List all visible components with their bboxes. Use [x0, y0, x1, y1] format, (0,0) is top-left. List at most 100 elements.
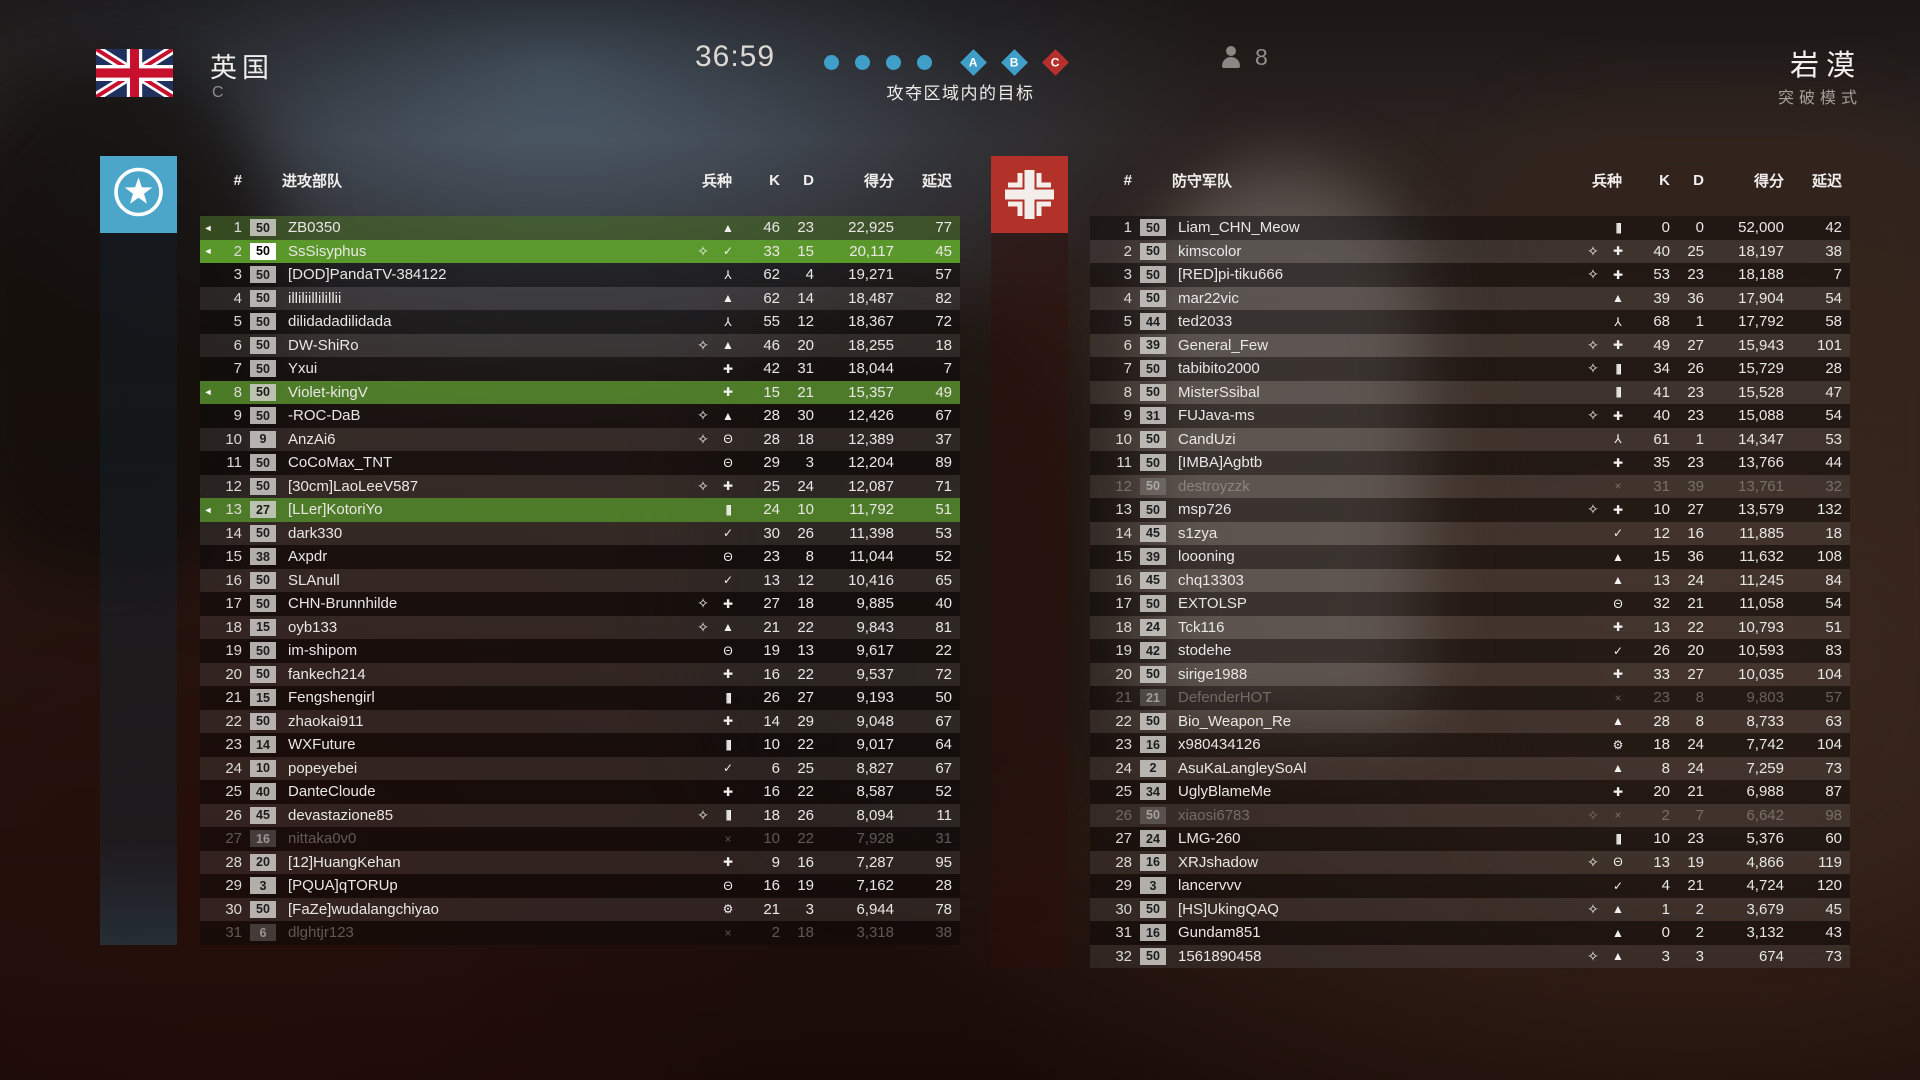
kills-value: 40 — [1653, 242, 1670, 260]
scoreboard-row[interactable]: 7 50 tabibito2000 ✧ ||| 34 26 15,729 28 — [1090, 357, 1850, 381]
scoreboard-row[interactable]: 12 50 destroyzzk × 31 39 13,761 32 — [1090, 474, 1850, 498]
score-column-header: 得分 — [1753, 172, 1784, 190]
uk-flag-icon — [96, 49, 173, 97]
scoreboard-row[interactable]: 21 15 Fengshengirl ||| 26 27 9,193 50 — [200, 686, 960, 710]
scoreboard-row[interactable]: 4 50 illiliillilillii ▲ 62 14 18,487 82 — [200, 286, 960, 310]
squad-leader-icon: ✧ — [1587, 336, 1599, 353]
scoreboard-row[interactable]: 30 50 [HS]UkingQAQ ✧ ▲ 1 2 3,679 45 — [1090, 897, 1850, 921]
scoreboard-row[interactable]: 11 50 [IMBA]Agbtb ✚ 35 23 13,766 44 — [1090, 451, 1850, 475]
scoreboard-row[interactable]: 15 38 Axpdr Θ 23 8 11,044 52 — [200, 545, 960, 569]
scoreboard-row[interactable]: 6 39 General_Few ✧ ✚ 49 27 15,943 101 — [1090, 333, 1850, 357]
ping-value: 120 — [1816, 877, 1842, 895]
scoreboard-row[interactable]: 16 50 SLAnull ✓ 13 12 10,416 65 — [200, 568, 960, 592]
scoreboard-row[interactable]: 22 50 Bio_Weapon_Re ▲ 28 8 8,733 63 — [1090, 709, 1850, 733]
scoreboard-row[interactable]: 29 3 lancervvv ✓ 4 21 4,724 120 — [1090, 874, 1850, 898]
scoreboard-row[interactable]: 23 14 WXFuture ||| 10 22 9,017 64 — [200, 733, 960, 757]
scoreboard-row[interactable]: ◄ 1 50 ZB0350 ▲ 46 23 22,925 77 — [200, 216, 960, 240]
scoreboard-row[interactable]: 16 45 chq13303 ▲ 13 24 11,245 84 — [1090, 568, 1850, 592]
score-value: 7,259 — [1746, 759, 1784, 777]
scoreboard-row[interactable]: 18 15 oyb133 ✧ ▲ 21 22 9,843 81 — [200, 615, 960, 639]
deaths-value: 21 — [797, 383, 814, 401]
scoreboard-row[interactable]: 24 10 popeyebei ✓ 6 25 8,827 67 — [200, 756, 960, 780]
scoreboard-row[interactable]: 2 50 kimscolor ✧ ✚ 40 25 18,197 38 — [1090, 239, 1850, 263]
scoreboard-row[interactable]: 19 50 im-shipom Θ 19 13 9,617 22 — [200, 639, 960, 663]
scoreboard-row[interactable]: 1 50 Liam_CHN_Meow ||| 0 0 52,000 42 — [1090, 216, 1850, 240]
squad-leader-icon: ✧ — [697, 430, 709, 447]
dead-class-icon: × — [1614, 808, 1622, 823]
scoreboard-row[interactable]: 28 20 [12]HuangKehan ✚ 9 16 7,287 95 — [200, 850, 960, 874]
kills-value: 13 — [1653, 853, 1670, 871]
scoreboard-row[interactable]: 23 16 x980434126 ⚙ 18 24 7,742 104 — [1090, 733, 1850, 757]
player-rank: 8 — [1123, 383, 1132, 401]
scoreboard-row[interactable]: 24 2 AsuKaLangleySoAl ▲ 8 24 7,259 73 — [1090, 756, 1850, 780]
scoreboard-row[interactable]: 17 50 CHN-Brunnhilde ✧ ✚ 27 18 9,885 40 — [200, 592, 960, 616]
scoreboard-row[interactable]: 13 50 msp726 ✧ ✚ 10 27 13,579 132 — [1090, 498, 1850, 522]
scoreboard-row[interactable]: 15 39 loooning ▲ 15 36 11,632 108 — [1090, 545, 1850, 569]
score-value: 6,944 — [856, 900, 894, 918]
scoreboard-row[interactable]: 9 31 FUJava-ms ✧ ✚ 40 23 15,088 54 — [1090, 404, 1850, 428]
scoreboard-row[interactable]: 17 50 EXTOLSP Θ 32 21 11,058 54 — [1090, 592, 1850, 616]
scoreboard-row[interactable]: 10 50 CandUzi ⅄ 61 1 14,347 53 — [1090, 427, 1850, 451]
objective-dot-icon — [886, 54, 901, 70]
ping-value: 71 — [935, 477, 952, 495]
match-timer: 36:59 — [694, 40, 776, 73]
deaths-value: 3 — [805, 900, 814, 918]
scoreboard-row[interactable]: 11 50 CoCoMax_TNT Θ 29 3 12,204 89 — [200, 451, 960, 475]
kills-value: 4 — [1661, 877, 1670, 895]
scoreboard-row[interactable]: 7 50 Yxui ✚ 42 31 18,044 7 — [200, 357, 960, 381]
scoreboard-row[interactable]: 4 50 mar22vic ▲ 39 36 17,904 54 — [1090, 286, 1850, 310]
scoreboard-row[interactable]: 18 24 Tck116 ✚ 13 22 10,793 51 — [1090, 615, 1850, 639]
player-rank: 10 — [225, 430, 242, 448]
player-name: AnzAi6 — [288, 430, 336, 448]
player-level-badge: 27 — [250, 501, 276, 519]
player-level-badge: 50 — [1140, 665, 1166, 683]
scoreboard-row[interactable]: 22 50 zhaokai911 ✚ 14 29 9,048 67 — [200, 709, 960, 733]
scoreboard-row[interactable]: 32 50 1561890458 ✧ ▲ 3 3 674 73 — [1090, 944, 1850, 968]
player-name: Axpdr — [288, 548, 328, 566]
scoreboard-row[interactable]: 26 50 xiaosi6783 ✧ × 2 7 6,642 98 — [1090, 803, 1850, 827]
scoreboard-row[interactable]: 5 44 ted2033 ⅄ 68 1 17,792 58 — [1090, 310, 1850, 334]
scoreboard-row[interactable]: 20 50 sirige1988 ✚ 33 27 10,035 104 — [1090, 662, 1850, 686]
speaker-icon: ◄ — [203, 504, 213, 515]
scoreboard-row[interactable]: 26 45 devastazione85 ✧ ||| 18 26 8,094 11 — [200, 803, 960, 827]
score-value: 17,792 — [1738, 313, 1784, 331]
kills-value: 62 — [763, 266, 780, 284]
scoreboard-row[interactable]: 25 40 DanteCloude ✚ 16 22 8,587 52 — [200, 780, 960, 804]
objective-hint-text: 攻夺区域内的目标 — [886, 84, 1035, 103]
scoreboard-row[interactable]: 25 34 UglyBlameMe ✚ 20 21 6,988 87 — [1090, 780, 1850, 804]
scoreboard-row[interactable]: 14 50 dark330 ✓ 30 26 11,398 53 — [200, 521, 960, 545]
player-rank: 19 — [1115, 642, 1132, 660]
scoreboard-row[interactable]: ◄ 8 50 Violet-kingV ✚ 15 21 15,357 49 — [200, 380, 960, 404]
score-value: 11,058 — [1739, 595, 1784, 613]
scoreboard-row[interactable]: 29 3 [PQUA]qTORUp Θ 16 19 7,162 28 — [200, 874, 960, 898]
player-name: devastazione85 — [288, 806, 394, 824]
scoreboard-row[interactable]: 20 50 fankech214 ✚ 16 22 9,537 72 — [200, 662, 960, 686]
player-name: CHN-Brunnhilde — [288, 595, 398, 613]
score-value: 7,928 — [856, 830, 894, 848]
scoreboard-row[interactable]: 6 50 DW-ShiRo ✧ ▲ 46 20 18,255 18 — [200, 333, 960, 357]
player-rank: 32 — [1115, 947, 1132, 965]
player-rank: 15 — [1115, 548, 1132, 566]
player-name: dlghtjr123 — [288, 924, 354, 942]
scoreboard-row[interactable]: 5 50 dilidadadilidada ⅄ 55 12 18,367 72 — [200, 310, 960, 334]
scoreboard-row[interactable]: 14 45 s1zya ✓ 12 16 11,885 18 — [1090, 521, 1850, 545]
scoreboard-row[interactable]: 27 16 nittaka0v0 × 10 22 7,928 31 — [200, 827, 960, 851]
scoreboard-row[interactable]: 31 6 dlghtjr123 × 2 18 3,318 38 — [200, 921, 960, 945]
scoreboard-row[interactable]: 9 50 -ROC-DaB ✧ ▲ 28 30 12,426 67 — [200, 404, 960, 428]
scoreboard-row[interactable]: 27 24 LMG-260 ||| 10 23 5,376 60 — [1090, 827, 1850, 851]
scoreboard-row[interactable]: 8 50 MisterSsibal ||| 41 23 15,528 47 — [1090, 380, 1850, 404]
scoreboard-row[interactable]: 28 16 XRJshadow ✧ Θ 13 19 4,866 119 — [1090, 850, 1850, 874]
scoreboard-row[interactable]: 19 42 stodehe ✓ 26 20 10,593 83 — [1090, 639, 1850, 663]
scoreboard-row[interactable]: 3 50 [DOD]PandaTV-384122 ⅄ 62 4 19,271 57 — [200, 263, 960, 287]
scoreboard-row[interactable]: ◄ 13 27 [LLer]KotoriYo ||| 24 10 11,792 51 — [200, 498, 960, 522]
scoreboard-row[interactable]: 3 50 [RED]pi-tiku666 ✧ ✚ 53 23 18,188 7 — [1090, 263, 1850, 287]
scoreboard-row[interactable]: 12 50 [30cm]LaoLeeV587 ✧ ✚ 25 24 12,087 71 — [200, 474, 960, 498]
scoreboard-row[interactable]: 10 9 AnzAi6 ✧ Θ 28 18 12,389 37 — [200, 427, 960, 451]
scoreboard-row[interactable]: 30 50 [FaZe]wudalangchiyao ⚙ 21 3 6,944 78 — [200, 897, 960, 921]
scoreboard-row[interactable]: 21 21 DefenderHOT × 23 8 9,803 57 — [1090, 686, 1850, 710]
dead-class-icon: × — [724, 925, 732, 940]
kills-value: 12 — [1653, 524, 1670, 542]
scoreboard-row[interactable]: 31 16 Gundam851 ▲ 0 2 3,132 43 — [1090, 921, 1850, 945]
squad-leader-icon: ✧ — [697, 336, 709, 353]
scoreboard-row[interactable]: ◄ 2 50 SsSisyphus ✧ ✓ 33 15 20,117 45 — [200, 239, 960, 263]
